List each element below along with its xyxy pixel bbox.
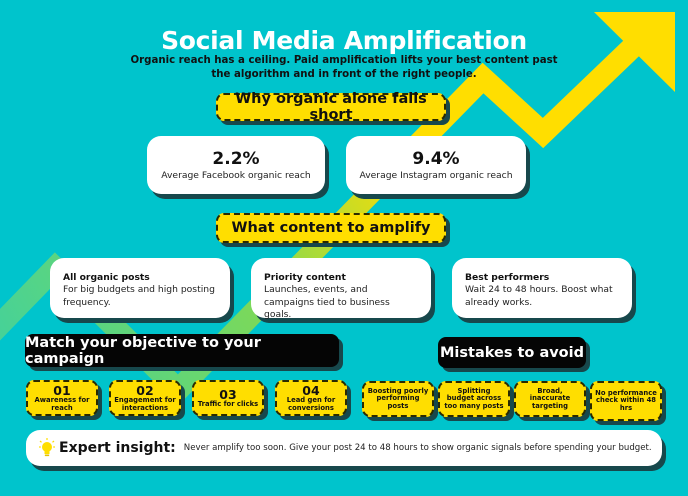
content-card-desc: Wait 24 to 48 hours. Boost what already … — [465, 284, 613, 308]
content-card-desc: For big budgets and high posting frequen… — [63, 284, 215, 308]
mistake-badge-splitting-budget: Splitting budget across too many posts — [438, 381, 510, 417]
objective-badge-awareness: 01 Awareness for reach — [26, 380, 98, 416]
content-card-title: All organic posts — [63, 272, 150, 283]
stat-label: Average Facebook organic reach — [161, 169, 311, 181]
content-card-title: Priority content — [264, 272, 346, 283]
objective-label: Traffic for clicks — [197, 399, 259, 408]
objective-label: Engagement for interactions — [114, 396, 176, 412]
objective-number: 02 — [136, 383, 154, 398]
page-subtitle: Organic reach has a ceiling. Paid amplif… — [130, 55, 558, 80]
insight-label: Expert insight: — [59, 440, 176, 456]
stat-card-facebook: 2.2% Average Facebook organic reach — [147, 136, 325, 194]
mistake-badge-no-check: No performance check within 48 hrs — [590, 381, 662, 421]
page-title: Social Media Amplification — [161, 26, 527, 55]
expert-insight-bar: Expert insight: Never amplify too soon. … — [26, 430, 662, 466]
stat-value: 9.4% — [412, 148, 460, 169]
content-card-desc: Launches, events, and campaigns tied to … — [264, 284, 390, 320]
section-heading-mistakes: Mistakes to avoid — [438, 337, 586, 368]
content-card-all-organic: All organic posts For big budgets and hi… — [50, 258, 230, 318]
stat-label: Average Instagram organic reach — [359, 169, 513, 181]
mistake-label: Boosting poorly performing posts — [367, 386, 429, 410]
mistake-label: Splitting budget across too many posts — [444, 386, 504, 410]
objective-number: 03 — [219, 386, 237, 402]
section-heading-why-organic: Why organic alone falls short — [216, 91, 446, 123]
content-card-best-performers: Best performers Wait 24 to 48 hours. Boo… — [452, 258, 632, 318]
content-card-priority: Priority content Launches, events, and c… — [251, 258, 431, 320]
mistake-label: Broad, inaccurate targeting — [529, 386, 571, 410]
mistake-label: No performance check within 48 hrs — [595, 388, 657, 412]
objective-badge-engagement: 02 Engagement for interactions — [109, 380, 181, 416]
content-card-title: Best performers — [465, 272, 550, 283]
objective-label: Lead gen for conversions — [286, 396, 336, 412]
stat-card-instagram: 9.4% Average Instagram organic reach — [346, 136, 526, 194]
insight-text: Never amplify too soon. Give your post 2… — [183, 443, 652, 453]
objective-badge-lead-gen: 04 Lead gen for conversions — [275, 380, 347, 416]
objective-badge-traffic: 03 Traffic for clicks — [192, 380, 264, 416]
section-heading-objectives: Match your objective to your campaign — [25, 334, 339, 367]
objective-number: 04 — [302, 383, 320, 398]
mistake-badge-boosting: Boosting poorly performing posts — [362, 381, 434, 417]
objective-number: 01 — [53, 383, 71, 398]
stat-value: 2.2% — [212, 148, 260, 169]
mistake-badge-broad-targeting: Broad, inaccurate targeting — [514, 381, 586, 417]
lightbulb-icon — [39, 438, 55, 457]
objective-label: Awareness for reach — [34, 396, 90, 412]
section-heading-what-content: What content to amplify — [216, 213, 446, 243]
